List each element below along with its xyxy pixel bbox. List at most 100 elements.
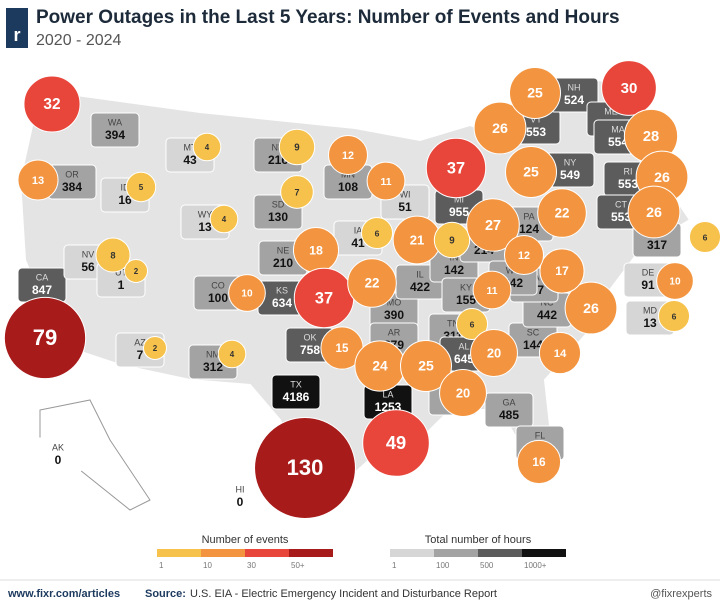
state-hours: 43 <box>183 153 197 167</box>
event-label: 26 <box>492 121 508 137</box>
state-hours: 553 <box>618 177 638 191</box>
event-bubble <box>254 417 356 519</box>
state-hours: 155 <box>456 293 476 307</box>
event-label: 21 <box>410 232 425 247</box>
state-abbr: NV <box>82 249 95 259</box>
state-hours: 312 <box>203 360 223 374</box>
event-bubble <box>657 299 691 333</box>
event-label: 22 <box>365 276 380 291</box>
state-abbr: IL <box>416 269 424 279</box>
state-abbr: DE <box>642 267 655 277</box>
state-hours: 524 <box>564 93 584 107</box>
legends: Number of events 1 10 30 50+ Total number of … <box>157 534 566 570</box>
legend-tick-label: 30 <box>247 561 256 570</box>
event-label: 20 <box>487 345 501 360</box>
event-label: 2 <box>153 344 158 353</box>
event-label: 30 <box>621 80 638 97</box>
legend-swatch <box>245 549 289 557</box>
event-bubble <box>564 281 618 335</box>
event-label: 20 <box>456 385 470 400</box>
state-hours: 144 <box>523 338 543 352</box>
event-label: 9 <box>294 143 300 154</box>
event-bubble <box>400 340 452 392</box>
event-label: 11 <box>486 286 497 297</box>
logo-box <box>6 8 28 48</box>
state-abbr: MT <box>184 142 197 152</box>
event-label: 4 <box>230 350 235 359</box>
event-bubble <box>280 175 314 209</box>
event-label: 5 <box>139 183 144 192</box>
state-abbr: MO <box>387 297 402 307</box>
state-tile <box>33 437 83 473</box>
state-hours: 51 <box>398 200 412 214</box>
event-bubble <box>656 262 694 300</box>
state-hours: 422 <box>410 280 430 294</box>
event-label: 17 <box>555 264 569 278</box>
state-hours: 384 <box>62 180 82 194</box>
state-abbr: NY <box>564 157 577 167</box>
state-abbr: AR <box>388 327 401 337</box>
legend-title: Total number of hours <box>425 534 532 546</box>
state-abbr: NM <box>206 349 220 359</box>
state-hours: 317 <box>647 238 667 252</box>
event-label: 9 <box>449 236 455 247</box>
event-bubble <box>123 258 149 284</box>
state-abbr: AL <box>458 341 469 351</box>
event-label: 26 <box>646 205 662 221</box>
event-bubble <box>439 369 487 417</box>
state-abbr: ID <box>121 182 131 192</box>
event-bubble <box>228 274 266 312</box>
state-abbr: AK <box>52 442 64 452</box>
state-abbr: ND <box>272 142 285 152</box>
event-bubble <box>3 296 87 380</box>
logo: r <box>13 25 20 45</box>
event-bubble <box>455 307 489 341</box>
event-label: 14 <box>554 348 567 360</box>
legend-tick-label: 500 <box>480 561 494 570</box>
legend-swatch <box>289 549 333 557</box>
event-bubble <box>209 204 239 234</box>
event-bubble <box>23 75 81 133</box>
state-hours: 4186 <box>283 390 310 404</box>
state-abbr: SD <box>272 199 285 209</box>
event-bubble <box>433 221 471 259</box>
state-hours: 634 <box>272 296 292 310</box>
event-label: 37 <box>447 159 465 177</box>
legend-swatch <box>390 549 434 557</box>
state-abbr: RI <box>624 166 633 176</box>
event-bubble <box>627 185 681 239</box>
event-label: 12 <box>518 250 530 262</box>
legend-tick-label: 10 <box>203 561 212 570</box>
footer-source-label: Source: <box>145 588 186 600</box>
event-bubble <box>360 216 394 250</box>
state-hours: 390 <box>384 308 404 322</box>
event-label: 79 <box>33 325 57 350</box>
event-bubble <box>466 198 520 252</box>
state-abbr: WI <box>400 189 411 199</box>
event-label: 32 <box>43 96 60 113</box>
event-bubble <box>505 146 557 198</box>
state-abbr: KY <box>460 282 472 292</box>
state-abbr: CT <box>615 199 627 209</box>
state-abbr: TX <box>290 379 302 389</box>
state-hours: 91 <box>641 278 655 292</box>
legend-tick-label: 1 <box>392 561 397 570</box>
event-label: 16 <box>532 455 546 469</box>
state-abbr: NE <box>277 245 290 255</box>
event-label: 28 <box>643 129 659 145</box>
event-bubble <box>142 335 168 361</box>
event-bubble <box>217 339 247 369</box>
event-label: 4 <box>205 143 210 152</box>
event-label: 6 <box>375 228 380 238</box>
event-label: 15 <box>336 342 349 355</box>
event-label: 49 <box>386 432 406 453</box>
state-abbr: PA <box>523 211 534 221</box>
state-hours: 108 <box>338 180 358 194</box>
state-hours: 553 <box>526 125 546 139</box>
state-hours: 847 <box>32 283 52 297</box>
state-abbr: HI <box>236 484 245 494</box>
state-hours: 142 <box>444 263 464 277</box>
event-bubble <box>509 67 561 119</box>
event-bubble <box>366 161 406 201</box>
